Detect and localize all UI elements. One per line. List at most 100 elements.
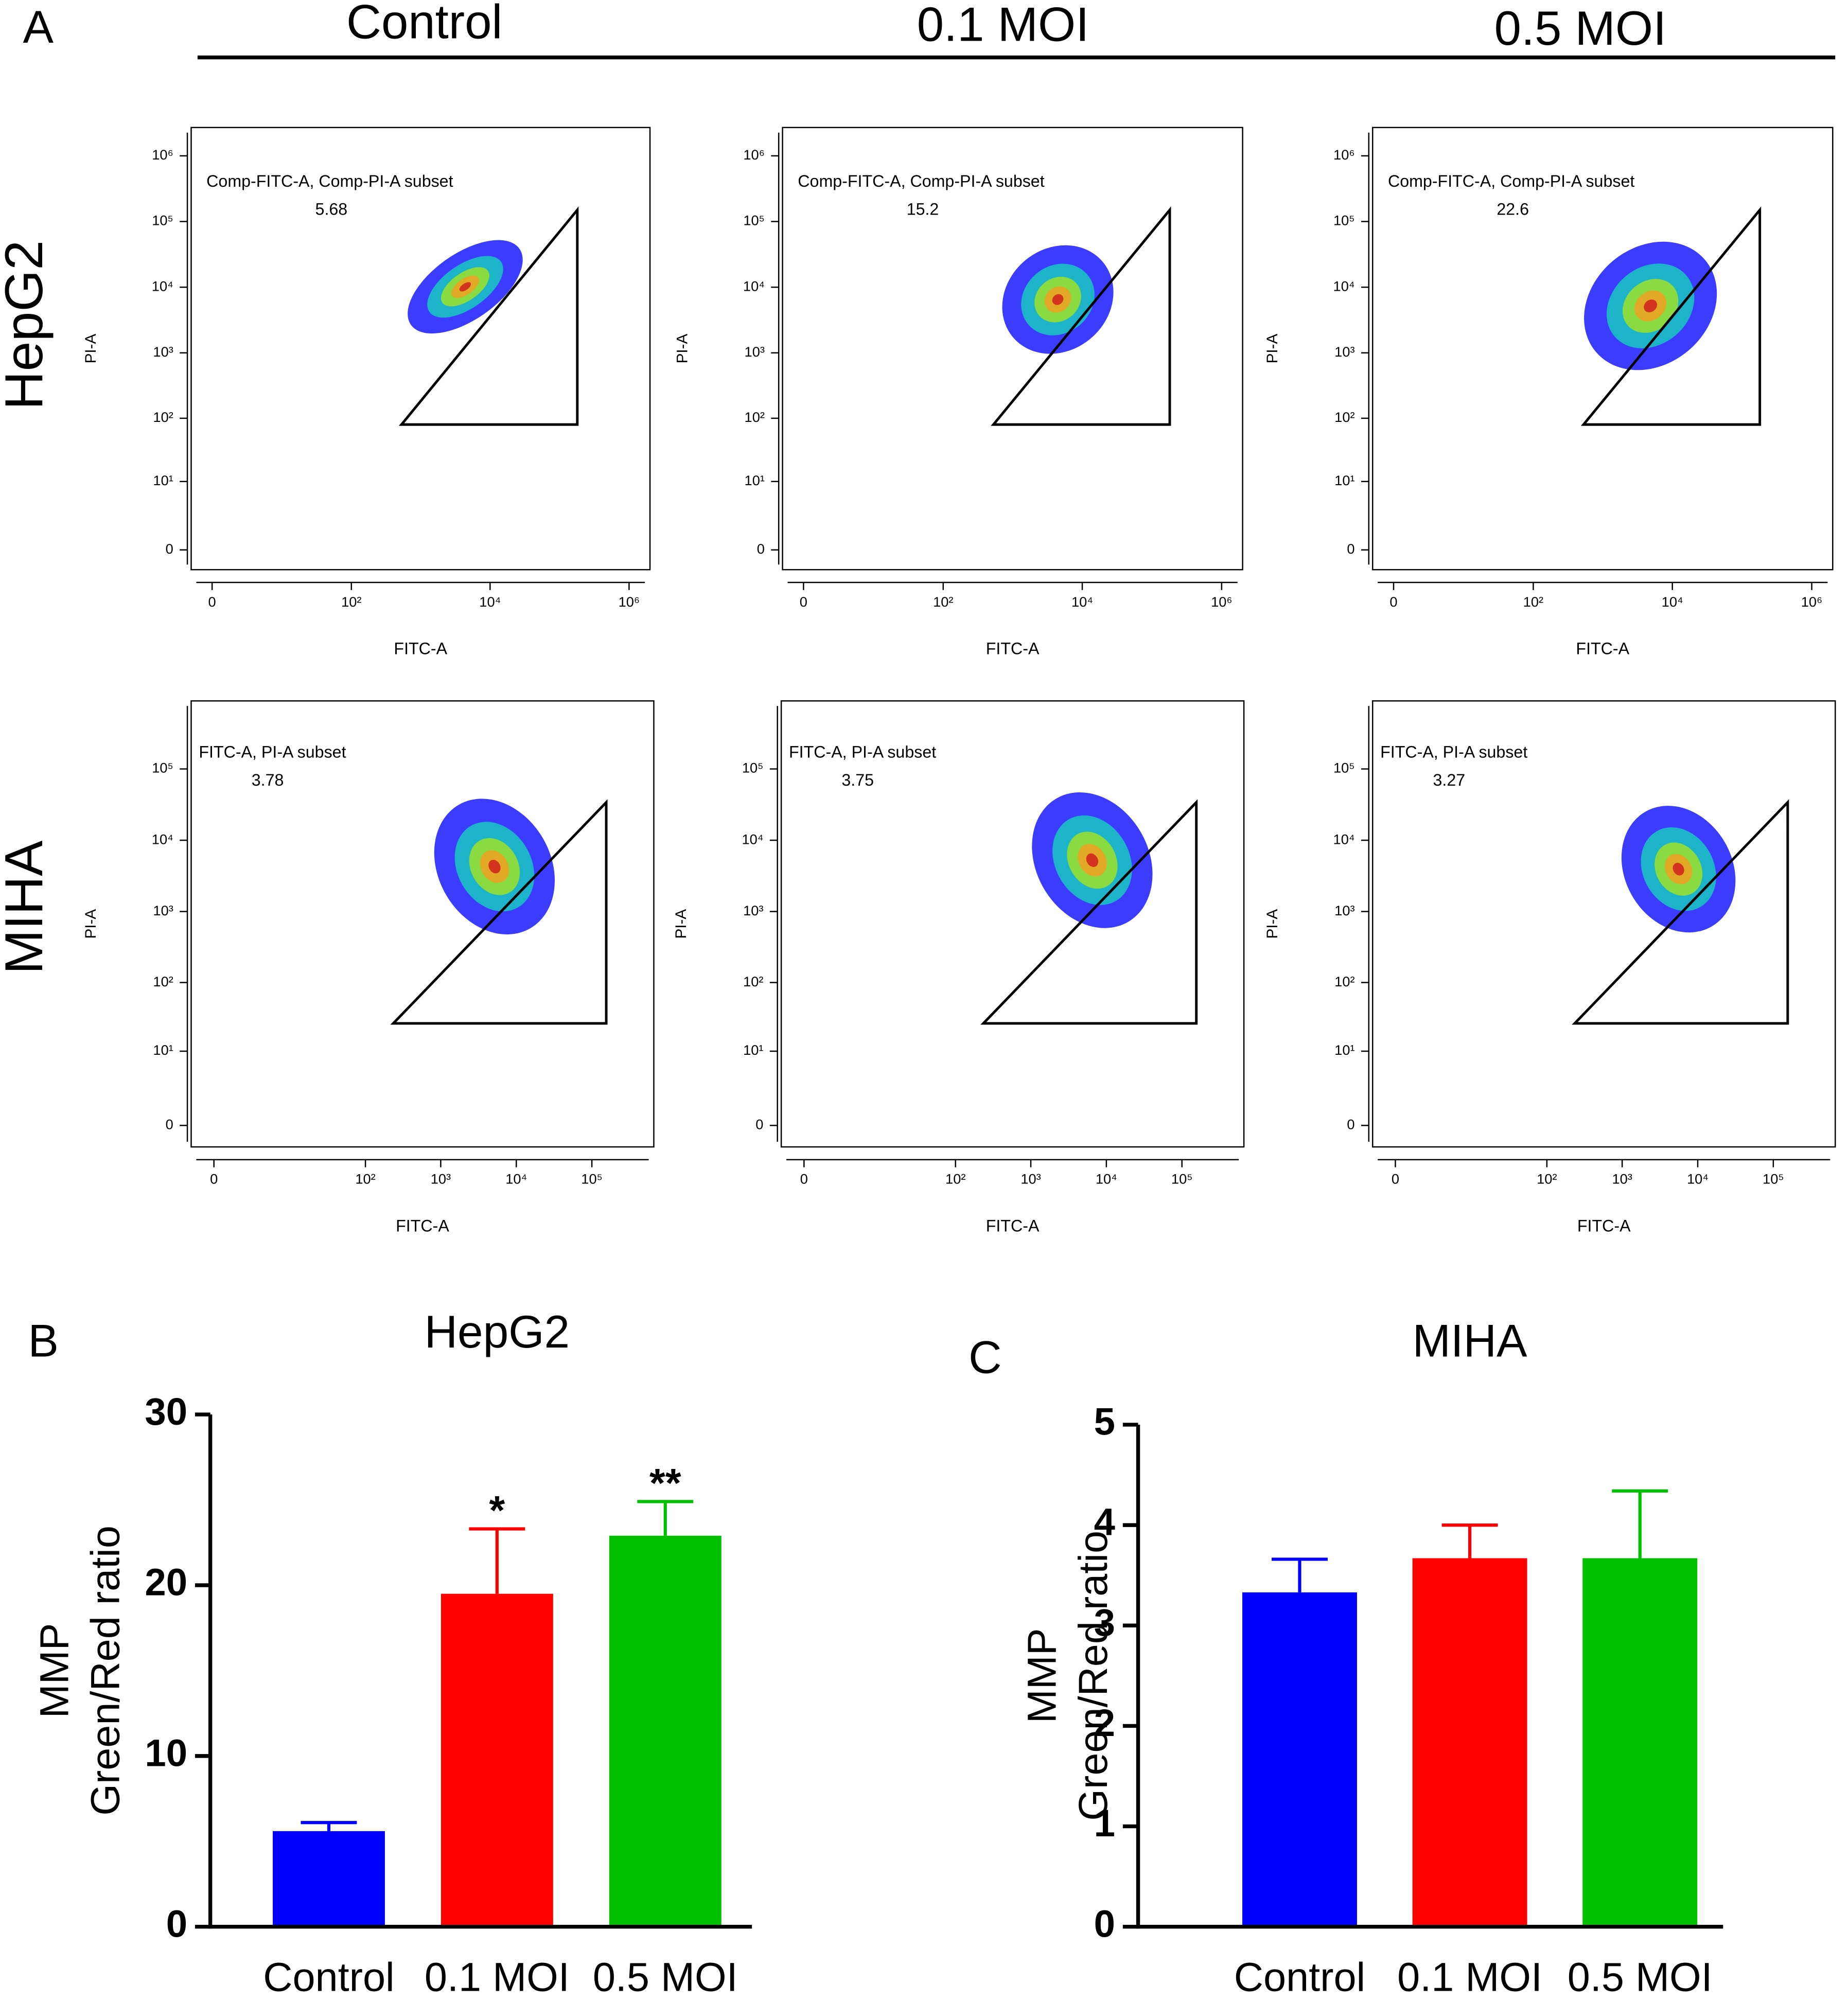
y-axis-label: MMP: [31, 1623, 77, 1718]
bar: [272, 1831, 385, 1927]
panel-label: C: [969, 1332, 1001, 1383]
gate: [1572, 799, 1789, 1025]
significance: **: [649, 1460, 681, 1506]
x-axis-label: FITC-A: [396, 1217, 449, 1235]
y-tick-label: 10⁶: [152, 147, 173, 163]
y-tick-label: 0: [166, 1902, 187, 1945]
y-tick-label: 0: [1094, 1902, 1115, 1945]
x-tick-label: 10³: [1020, 1171, 1041, 1187]
chart-title: MIHA: [1413, 1315, 1527, 1366]
x-tick-label: 0: [210, 1171, 218, 1187]
gate-value: 3.75: [841, 771, 874, 789]
y-tick-label: 10¹: [743, 1042, 763, 1058]
y-tick-label: 10³: [153, 344, 173, 360]
y-tick-label: 0: [1347, 541, 1354, 557]
x-axis-label: FITC-A: [394, 640, 447, 658]
x-tick-label: 10²: [945, 1171, 965, 1187]
plot-frame: [780, 700, 1245, 1148]
x-tick-label: 10⁴: [1662, 594, 1683, 610]
y-tick-label: 10⁴: [1333, 278, 1355, 294]
gate: [398, 206, 579, 426]
y-tick-label: 30: [145, 1390, 187, 1433]
y-axis-label: Green/Red ratio: [1070, 1531, 1116, 1821]
x-tick-label: 10⁴: [1096, 1171, 1117, 1187]
y-tick-label: 4: [1094, 1501, 1115, 1544]
y-tick-label: 20: [145, 1561, 187, 1604]
y-tick-label: 10³: [153, 902, 173, 918]
chart-title: HepG2: [425, 1306, 570, 1357]
gate-value: 15.2: [907, 200, 939, 218]
x-tick-label: 10⁵: [1763, 1171, 1784, 1187]
gate-value: 3.78: [252, 771, 284, 789]
gate-value: 22.6: [1497, 200, 1529, 218]
y-tick-label: 10²: [1334, 973, 1354, 989]
bar: [1582, 1558, 1698, 1927]
y-tick-label: 10¹: [153, 472, 173, 488]
x-tick-label: 0.1 MOI: [1397, 1954, 1542, 2000]
y-tick-label: 10²: [743, 973, 763, 989]
plot-frame: [1372, 127, 1834, 571]
x-tick-label: 10²: [1537, 1171, 1557, 1187]
y-axis-label: PI-A: [674, 333, 691, 363]
cell-density: [1086, 853, 1099, 867]
gate-label: Comp-FITC-A, Comp-PI-A subset: [1388, 172, 1634, 190]
column-header: 0.1 MOI: [917, 0, 1089, 51]
y-tick-label: 10⁵: [152, 212, 173, 228]
y-tick-label: 10²: [1334, 409, 1354, 425]
x-tick-label: 10³: [431, 1171, 451, 1187]
x-tick-label: 10²: [341, 594, 361, 610]
y-tick-label: 10²: [153, 409, 173, 425]
plot-frame: [190, 700, 655, 1148]
x-tick-label: 10⁴: [1071, 594, 1093, 610]
x-axis-label: FITC-A: [986, 640, 1040, 658]
y-tick-label: 10¹: [1334, 472, 1354, 488]
y-tick-label: 10⁶: [1333, 147, 1355, 163]
y-tick-label: 10⁵: [1333, 212, 1355, 228]
x-axis-label: FITC-A: [1577, 1217, 1631, 1235]
gate-value: 3.27: [1433, 771, 1466, 789]
y-axis-label: PI-A: [1264, 333, 1281, 363]
y-tick-label: 10¹: [1334, 1042, 1354, 1058]
x-tick-label: 0: [800, 1171, 808, 1187]
y-tick-label: 10⁴: [1333, 831, 1355, 847]
y-tick-label: 10³: [743, 902, 763, 918]
gate-label: Comp-FITC-A, Comp-PI-A subset: [206, 172, 453, 190]
y-axis-label: PI-A: [1264, 909, 1281, 939]
y-tick-label: 10²: [153, 973, 173, 989]
significance: *: [489, 1487, 505, 1533]
x-tick-label: Control: [1234, 1954, 1365, 2000]
gate-label: FITC-A, PI-A subset: [1380, 742, 1527, 761]
y-tick-label: 10³: [1334, 344, 1354, 360]
x-tick-label: 0: [1389, 594, 1397, 610]
y-tick-label: 10⁴: [152, 278, 173, 294]
x-tick-label: 0: [1392, 1171, 1399, 1187]
y-tick-label: 10⁵: [1333, 760, 1355, 776]
y-tick-label: 10⁵: [743, 212, 765, 228]
y-tick-label: 10³: [745, 344, 765, 360]
y-tick-label: 10³: [1334, 902, 1354, 918]
gate: [1580, 206, 1762, 426]
y-tick-label: 3: [1094, 1601, 1115, 1644]
y-axis-label: Green/Red ratio: [82, 1526, 128, 1816]
y-axis-label: PI-A: [82, 909, 99, 939]
y-axis-label: PI-A: [673, 909, 690, 939]
x-axis-label: FITC-A: [1576, 640, 1629, 658]
x-tick-label: 10³: [1612, 1171, 1632, 1187]
x-tick-label: 10²: [1523, 594, 1543, 610]
x-tick-label: 10⁵: [1171, 1171, 1193, 1187]
gate-value: 5.68: [315, 200, 348, 218]
bar: [441, 1593, 553, 1927]
bar: [1242, 1592, 1357, 1927]
y-tick-label: 10⁶: [743, 147, 765, 163]
y-tick-label: 10⁴: [742, 831, 763, 847]
y-tick-label: 0: [166, 1117, 173, 1132]
y-tick-label: 2: [1094, 1702, 1115, 1744]
cell-density: [1673, 862, 1684, 876]
cell-density: [459, 282, 471, 292]
x-tick-label: 10²: [355, 1171, 375, 1187]
y-tick-label: 0: [1347, 1117, 1354, 1132]
x-tick-label: 0.5 MOI: [1568, 1954, 1713, 2000]
x-tick-label: Control: [263, 1954, 394, 2000]
column-header: 0.5 MOI: [1494, 1, 1667, 55]
